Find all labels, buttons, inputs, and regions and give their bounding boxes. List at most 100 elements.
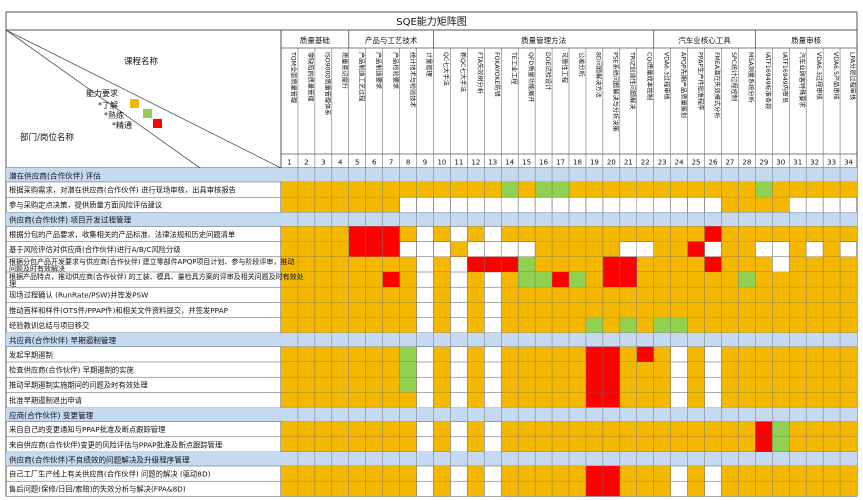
matrix-cell: [518, 272, 536, 288]
course-number: 9: [423, 159, 427, 167]
matrix-cell: [314, 226, 332, 242]
matrix-cell: [569, 182, 586, 198]
matrix-cell: [467, 302, 485, 318]
legend-swatch-know: [130, 99, 139, 108]
matrix-cell: [382, 392, 400, 408]
course-name: APQP先期产品质量策划: [679, 52, 687, 118]
matrix-cell: [653, 287, 671, 303]
matrix-cell: [670, 241, 688, 257]
matrix-cell: [382, 317, 400, 333]
course-number: 24: [675, 159, 684, 167]
matrix-cell: [331, 302, 349, 318]
matrix-cell: [433, 392, 451, 408]
matrix-cell: [569, 256, 586, 272]
matrix-cell: [721, 481, 739, 497]
matrix-cell: [840, 302, 857, 318]
matrix-cell: [297, 256, 315, 272]
matrix-cell: [314, 421, 332, 437]
matrix-cell: [535, 362, 553, 378]
section-title: 共应商(合作伙伴) 早期遏制管理: [9, 335, 116, 345]
matrix-cell: [806, 392, 824, 408]
matrix-cell: [687, 481, 705, 497]
matrix-cell: [653, 226, 671, 242]
matrix-cell: [552, 287, 569, 303]
matrix-cell: [569, 392, 586, 408]
matrix-cell: [382, 226, 400, 242]
matrix-cell: [501, 436, 519, 452]
matrix-cell: [399, 256, 417, 272]
matrix-cell: [569, 272, 586, 288]
matrix-cell: [399, 362, 417, 378]
matrix-cell: [348, 436, 366, 452]
matrix-cell: [281, 362, 298, 378]
matrix-cell: [314, 182, 332, 198]
matrix-cell: [704, 182, 722, 198]
matrix-cell: [518, 256, 536, 272]
matrix-cell: [738, 481, 756, 497]
group-header: 汽车业核心工具: [678, 35, 731, 45]
matrix-cell: [382, 481, 400, 497]
matrix-cell: [755, 481, 773, 497]
matrix-cell: [738, 197, 756, 213]
matrix-cell: [433, 346, 451, 362]
course-name: TRIZ创造性问题解决: [628, 51, 636, 109]
row-label-continued: 问题及时有效解决: [9, 264, 65, 273]
matrix-cell: [348, 392, 366, 408]
row-label: 售后问题(保修/日回/索赔)的失效分析与解决(FPA&8D): [9, 485, 186, 494]
matrix-cell: [704, 421, 722, 437]
matrix-cell: [636, 436, 654, 452]
matrix-cell: [382, 272, 400, 288]
matrix-cell: [467, 377, 485, 393]
row-label: 自己工厂生产线上有关供应商(合作伙伴) 问题的解决 (驱动8D): [9, 470, 211, 479]
matrix-cell: [433, 481, 451, 497]
matrix-cell: [569, 302, 586, 318]
matrix-cell: [365, 287, 383, 303]
matrix-cell: [823, 287, 841, 303]
course-name: FOKAYOKE防错: [493, 52, 501, 97]
matrix-cell: [840, 481, 857, 497]
matrix-cell: [789, 421, 807, 437]
matrix-cell: [348, 256, 366, 272]
matrix-cell: [602, 346, 620, 362]
matrix-cell: [518, 317, 536, 333]
course-name: 可靠性工程: [561, 52, 569, 83]
course-number: 4: [338, 159, 343, 167]
course-number: 32: [810, 159, 819, 167]
group-header: 质量基础: [300, 35, 330, 45]
matrix-cell: [535, 481, 553, 497]
matrix-cell: [721, 346, 739, 362]
matrix-cell: [721, 436, 739, 452]
matrix-cell: [297, 346, 315, 362]
course-number: 19: [590, 159, 599, 167]
matrix-cell: [653, 241, 671, 257]
matrix-cell: [501, 481, 519, 497]
matrix-cell: [552, 481, 569, 497]
matrix-cell: [602, 241, 620, 257]
matrix-cell: [569, 241, 586, 257]
matrix-cell: [670, 421, 688, 437]
matrix-cell: [772, 436, 790, 452]
matrix-cell: [738, 377, 756, 393]
matrix-cell: [399, 302, 417, 318]
matrix-cell: [331, 392, 349, 408]
matrix-cell: [399, 287, 417, 303]
course-number: 26: [709, 159, 718, 167]
matrix-cell: [670, 256, 688, 272]
course-number: 10: [437, 159, 446, 167]
matrix-cell: [602, 226, 620, 242]
matrix-cell: [636, 421, 654, 437]
matrix-cell: [840, 182, 857, 198]
matrix-cell: [755, 377, 773, 393]
legend-label-skilled: *熟练: [104, 110, 124, 120]
matrix-cell: [738, 272, 756, 288]
matrix-cell: [484, 256, 502, 272]
matrix-cell: [348, 226, 366, 242]
matrix-cell: [636, 302, 654, 318]
course-name: DOE试验设计: [544, 52, 552, 90]
matrix-cell: [314, 436, 332, 452]
matrix-cell: [569, 226, 586, 242]
matrix-cell: [704, 272, 722, 288]
matrix-cell: [585, 421, 603, 437]
matrix-cell: [535, 287, 553, 303]
matrix-cell: [569, 362, 586, 378]
